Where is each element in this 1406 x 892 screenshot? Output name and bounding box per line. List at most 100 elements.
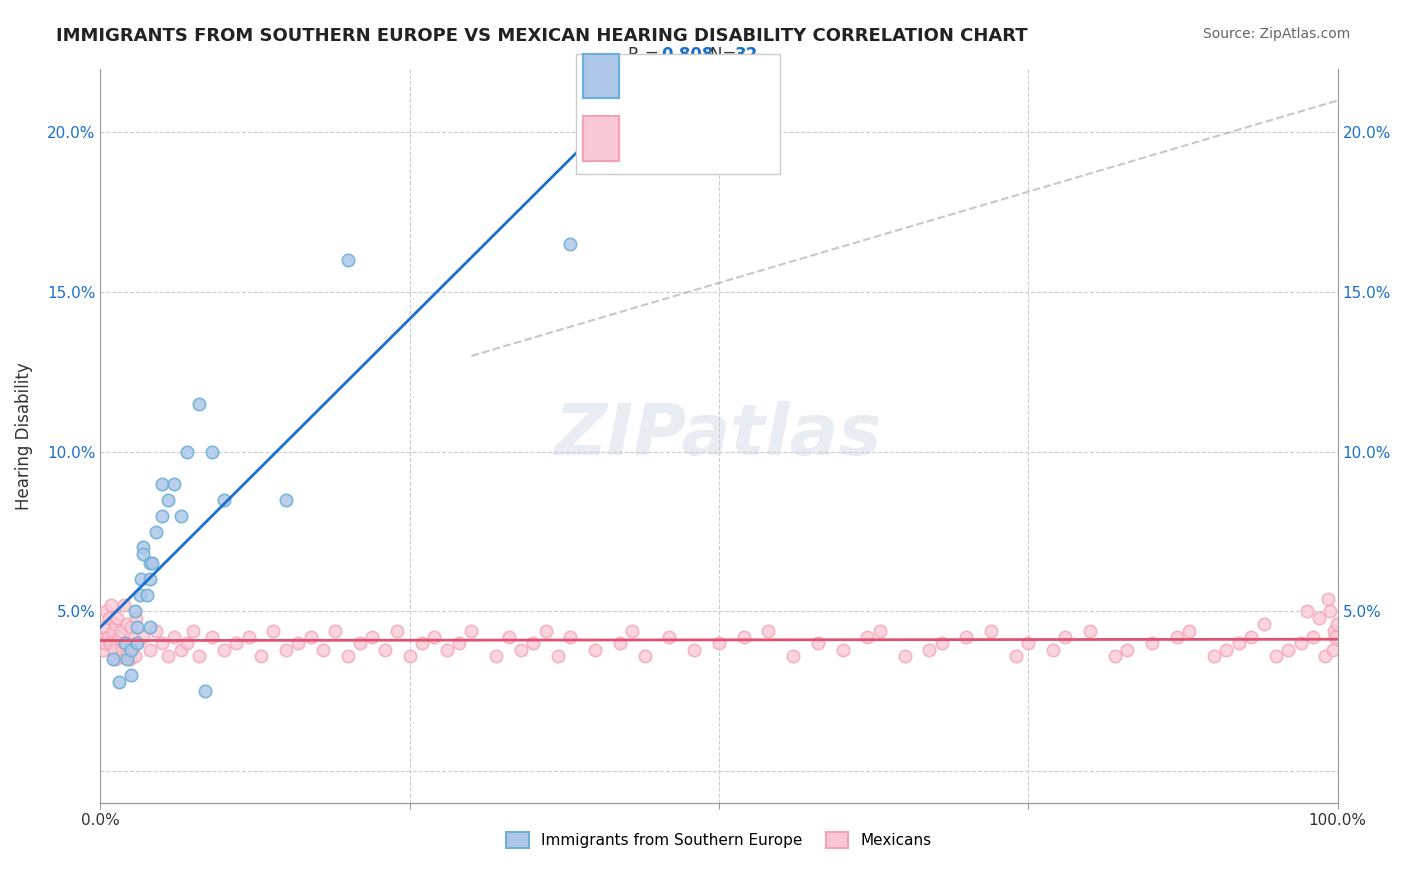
Text: N=: N= [710,109,741,127]
Point [176,636,198,650]
Point [120,642,142,657]
Point [103,642,125,657]
Point [1215,642,1237,657]
Point [150,636,173,650]
Point [176,444,198,458]
Point [758,624,780,638]
Point [150,476,173,491]
Point [107,674,129,689]
Point [1316,591,1339,606]
Point [336,253,359,268]
Point [94,636,117,650]
Point [361,630,384,644]
Point [436,642,458,657]
Point [1202,648,1225,663]
Point [1054,630,1077,644]
Point [169,508,191,523]
Point [1302,630,1324,644]
Point [1315,648,1337,663]
Point [127,636,149,650]
Point [1295,604,1317,618]
Point [138,620,160,634]
Text: Source: ZipAtlas.com: Source: ZipAtlas.com [1202,27,1350,41]
Point [125,611,148,625]
Point [547,648,569,663]
Point [118,652,141,666]
Point [145,624,167,638]
Point [560,630,582,644]
Point [129,573,152,587]
Point [250,648,273,663]
Point [1017,636,1039,650]
Point [583,642,606,657]
Point [200,630,222,644]
Point [90,630,112,644]
Point [733,630,755,644]
Y-axis label: Hearing Disability: Hearing Disability [15,362,32,509]
Point [157,492,180,507]
Point [274,642,297,657]
Point [150,508,173,523]
Point [609,636,631,650]
Point [138,642,160,657]
Point [188,648,211,663]
Point [1140,636,1163,650]
Point [336,648,359,663]
Point [157,648,180,663]
Point [287,636,309,650]
Point [807,636,830,650]
Point [385,624,408,638]
Point [782,648,804,663]
Point [93,620,115,634]
Point [136,588,159,602]
Point [163,476,186,491]
Point [100,598,122,612]
Point [1326,617,1348,632]
Point [398,648,420,663]
Point [1319,604,1341,618]
Point [299,630,322,644]
Point [1289,636,1312,650]
Point [115,648,138,663]
Point [141,557,163,571]
Point [262,624,284,638]
Point [169,642,191,657]
Point [374,642,396,657]
Point [132,547,155,561]
Point [111,642,134,657]
Point [1042,642,1064,657]
Text: 32: 32 [735,46,759,64]
Point [127,636,149,650]
Point [188,397,211,411]
Point [893,648,915,663]
Legend: Immigrants from Southern Europe, Mexicans: Immigrants from Southern Europe, Mexican… [501,826,938,854]
Point [107,630,129,644]
Point [132,630,155,644]
Point [274,492,297,507]
Point [1240,630,1263,644]
Point [112,598,135,612]
Point [212,642,235,657]
Point [212,492,235,507]
Point [138,573,160,587]
Point [423,630,446,644]
Point [955,630,977,644]
Point [120,668,142,682]
Point [101,624,124,638]
Point [194,684,217,698]
Point [97,611,120,625]
Point [980,624,1002,638]
Text: 197: 197 [735,109,770,127]
Point [122,630,145,644]
Point [98,636,121,650]
Point [323,624,346,638]
Point [485,648,508,663]
Point [117,652,139,666]
Text: R =: R = [628,109,665,127]
Point [145,524,167,539]
Point [411,636,433,650]
Point [312,642,335,657]
Point [117,617,139,632]
Point [105,652,128,666]
Point [96,630,118,644]
